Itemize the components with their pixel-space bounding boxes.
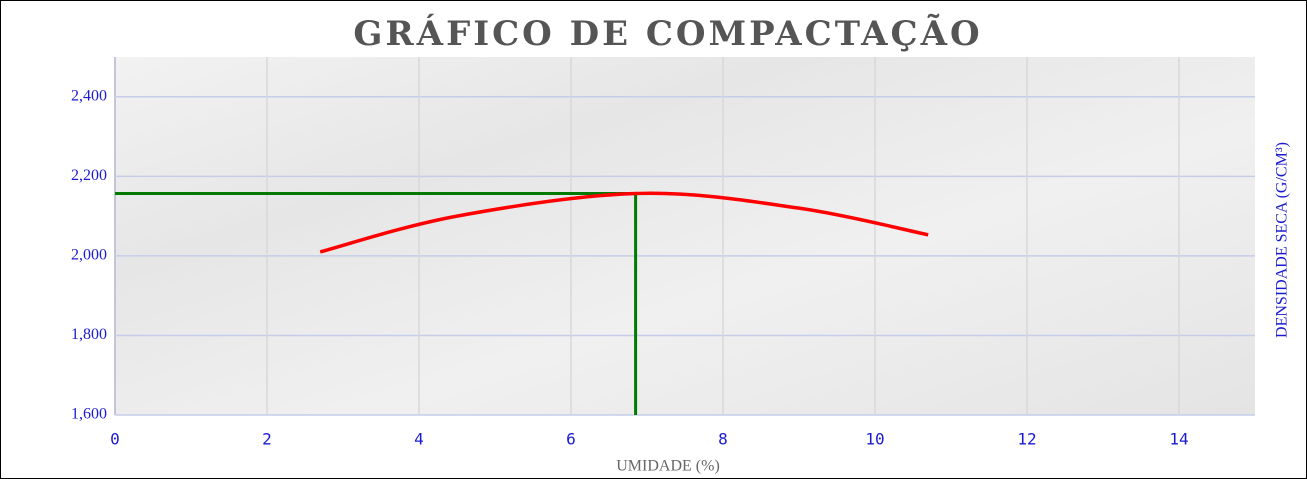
y-tick-label: 1,800 <box>71 326 107 343</box>
plot-area <box>115 57 1255 415</box>
x-axis-label: UMIDADE (%) <box>616 458 720 475</box>
y-tick-label: 2,000 <box>71 247 107 264</box>
x-tick-label: 0 <box>110 430 120 449</box>
x-tick-label: 2 <box>262 430 272 449</box>
x-tick-label: 6 <box>566 430 576 449</box>
x-tick-label: 12 <box>1017 430 1036 449</box>
y-tick-label: 2,200 <box>71 167 107 184</box>
x-tick-label: 10 <box>865 430 884 449</box>
x-tick-label: 4 <box>414 430 424 449</box>
chart-title: GRÁFICO DE COMPACTAÇÃO <box>353 13 982 54</box>
y-axis-label: DENSIDADE SECA (G/CM³) <box>1274 142 1291 338</box>
x-tick-label: 14 <box>1169 430 1188 449</box>
y-tick-label: 2,400 <box>71 87 107 104</box>
y-tick-label: 1,600 <box>71 406 107 423</box>
series-line <box>319 191 929 254</box>
x-tick-label: 8 <box>718 430 728 449</box>
